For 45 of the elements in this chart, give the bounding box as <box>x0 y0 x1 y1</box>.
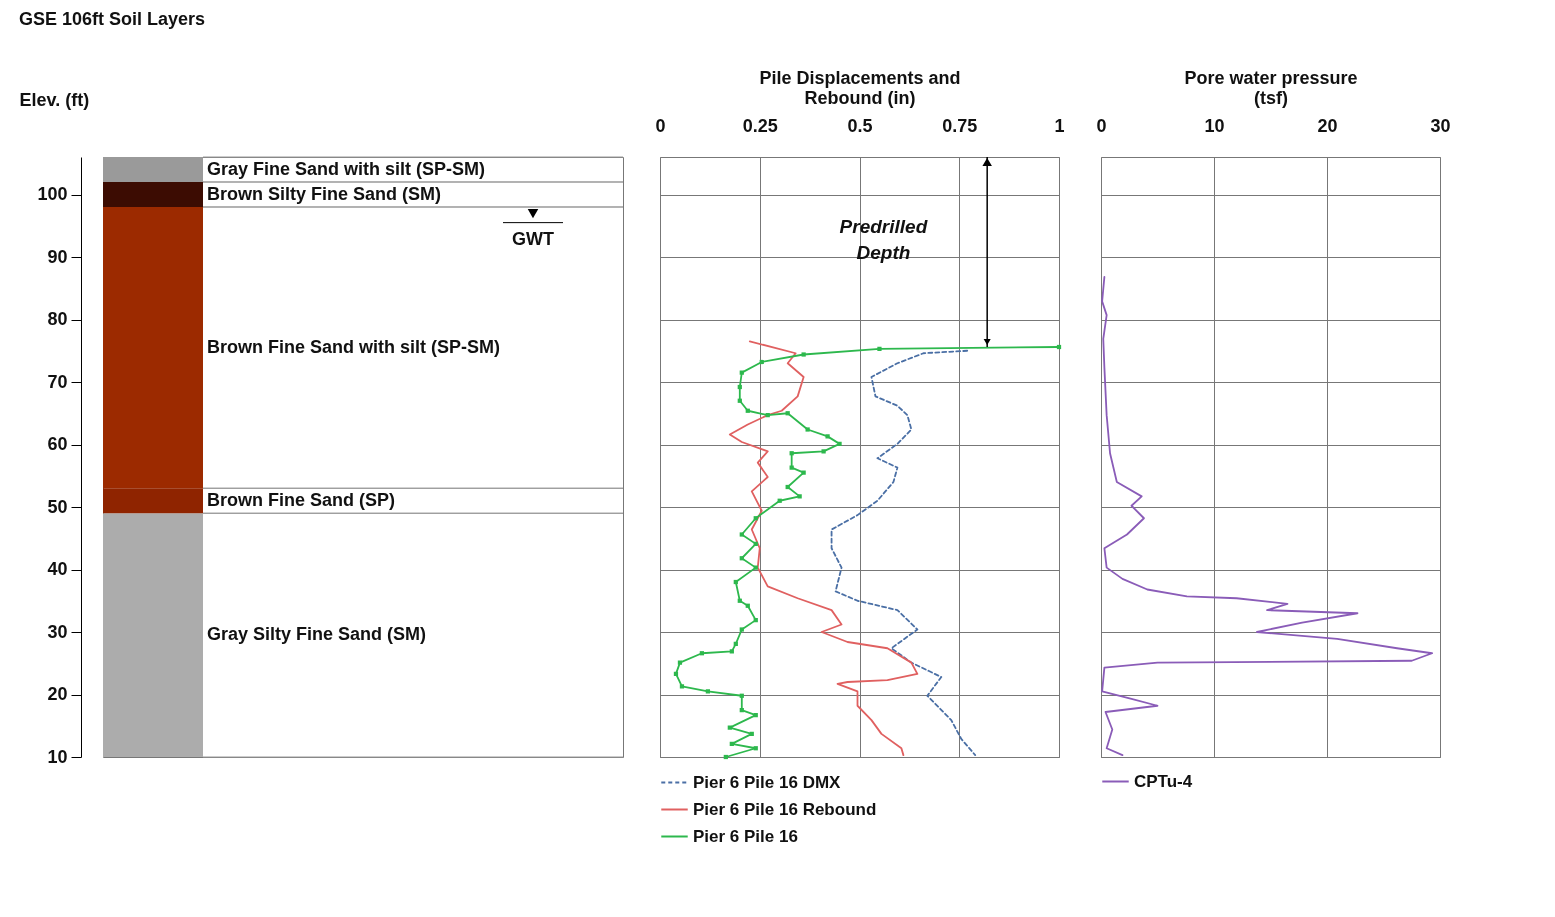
point <box>805 427 810 432</box>
y-tick-label: 100 <box>37 184 68 204</box>
x-tick-label: 0 <box>655 115 666 136</box>
point <box>825 434 830 439</box>
x-tick-label: 1 <box>1054 115 1065 136</box>
y-tick-label: 60 <box>47 434 68 454</box>
x-tick-label: 10 <box>1204 115 1225 136</box>
y-tick-label: 10 <box>47 746 68 767</box>
y-tick-label: 80 <box>47 309 68 329</box>
legend-label: Pier 6 Pile 16 Rebound <box>693 799 877 819</box>
x-tick-label: 20 <box>1317 115 1338 136</box>
y-tick-label: 20 <box>47 684 68 704</box>
x-tick-label: 0.25 <box>742 115 778 136</box>
x-axis-title: Pile Displacements and Rebound (in) <box>759 67 961 108</box>
bar <box>103 182 203 207</box>
point <box>877 346 882 351</box>
x-tick-label: 30 <box>1430 115 1451 136</box>
y-tick-label: 90 <box>47 246 68 267</box>
series-label: Brown Fine Sand (SP) <box>207 489 396 510</box>
series-label: Brown Silty Fine Sand (SM) <box>207 183 442 204</box>
y-tick-label: 70 <box>47 371 68 392</box>
bar <box>103 207 203 489</box>
legend-label: Pier 6 Pile 16 DMX <box>693 772 842 792</box>
bar <box>103 488 203 514</box>
point <box>739 532 744 537</box>
series-label: Brown Fine Sand with silt (SP-SM) <box>207 336 501 357</box>
x-tick-label: 0 <box>1096 115 1107 136</box>
point <box>801 352 806 357</box>
series-label: Gray Fine Sand with silt (SP-SM) <box>207 158 486 179</box>
y-tick-label: 40 <box>47 559 68 579</box>
series-label: Gray Silty Fine Sand (SM) <box>207 624 427 645</box>
point <box>821 449 826 454</box>
y-tick-label: 50 <box>47 496 68 517</box>
bar <box>103 513 203 757</box>
point <box>739 627 744 632</box>
x-tick-label: 0.75 <box>942 115 978 136</box>
x-axis-title: Pore water pressure (tsf) <box>1184 67 1358 108</box>
legend-label: GWT <box>512 228 554 249</box>
x-tick-label: 0.5 <box>847 115 873 136</box>
point <box>837 441 842 446</box>
legend-label: CPTu-4 <box>1134 771 1193 791</box>
y-axis-title: Elev. (ft) <box>19 89 90 110</box>
legend-label: Pier 6 Pile 16 <box>693 826 798 846</box>
y-tick-label: 30 <box>47 621 68 642</box>
chart-title: GSE 106ft Soil Layers <box>19 9 206 29</box>
